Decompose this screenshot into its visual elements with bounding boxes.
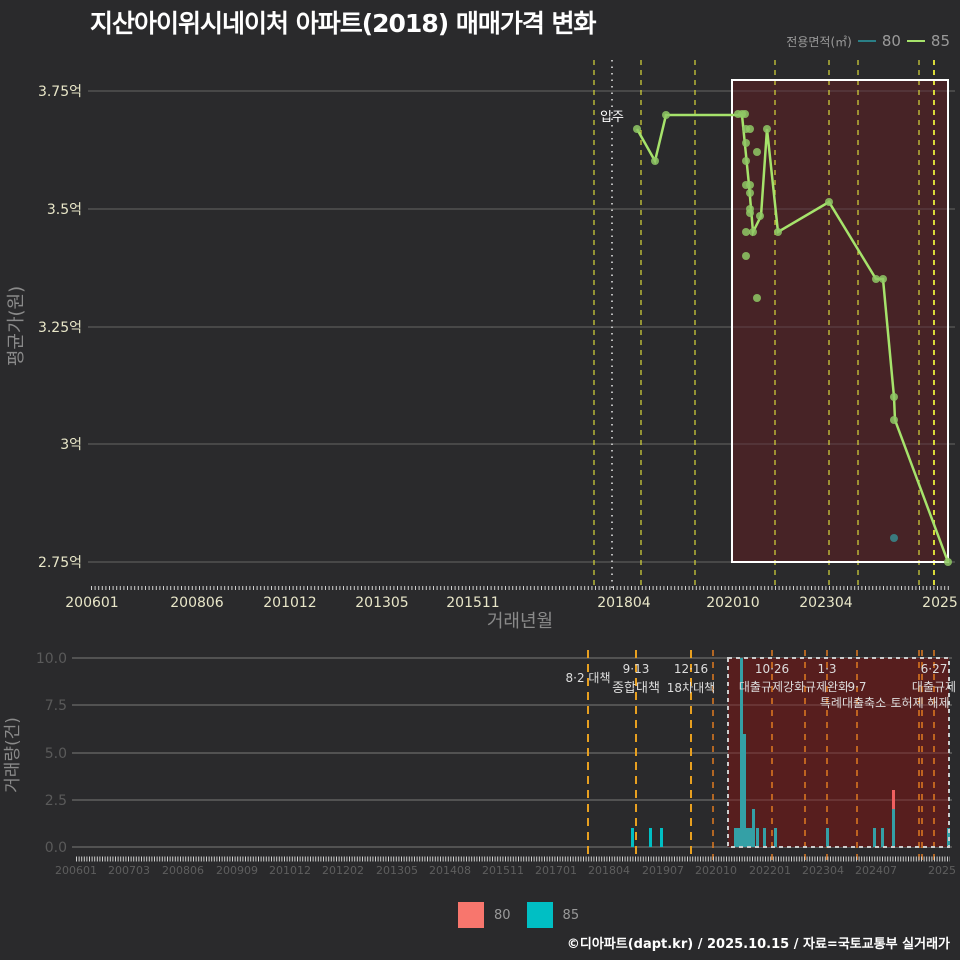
highlight-region	[732, 80, 948, 562]
legend-line-85-icon	[906, 40, 925, 42]
upper-y-label: 평균가(원)	[6, 286, 27, 366]
x-tick: 200601	[55, 864, 97, 877]
x-tick: 202407	[855, 864, 897, 877]
y-tick: 2.5	[45, 793, 67, 809]
x-tick: 202201	[749, 864, 791, 877]
annotation-9-7-label: 특례대출축소	[820, 696, 886, 710]
lower-y-axis: 10.0 7.5 5.0 2.5 0.0	[36, 651, 67, 856]
legend-bottom-label-80: 80	[494, 907, 511, 923]
x-tick: 201408	[429, 864, 471, 877]
y-tick: 3.5억	[47, 202, 82, 218]
y-tick: 3.75억	[38, 84, 82, 100]
annotation-10-26-date: 10·26	[755, 662, 789, 676]
annotation-1-3-label: 규제완화	[805, 680, 849, 694]
x-tick: 201511	[482, 864, 524, 877]
y-tick: 3억	[60, 437, 82, 453]
upper-x-axis: 200601 200806 201012 201305 201511 20180…	[65, 595, 958, 611]
legend-bottom-label-85: 85	[562, 907, 580, 923]
x-tick: 202010	[695, 864, 737, 877]
y-tick: 0.0	[45, 840, 67, 856]
annotation-8-2: 8·2 대책	[566, 670, 611, 685]
y-tick: 7.5	[45, 698, 67, 714]
x-tick: 201202	[322, 864, 364, 877]
upper-policy-lines	[593, 60, 935, 590]
annotation-9-13-date: 9·13	[623, 662, 650, 676]
chart-title: 지산아이위시네이처 아파트(2018) 매매가격 변화	[90, 9, 597, 38]
x-tick: 2025	[922, 595, 958, 611]
scatter-series-80	[890, 534, 898, 542]
move-in-label: 입주	[600, 110, 624, 125]
x-tick: 2025	[928, 864, 956, 877]
legend-label-85: 85	[930, 32, 950, 50]
lower-chart: 8·2 대책 9·13 종합대책 12·16 18차대책 10·26 대출규제강…	[3, 650, 956, 877]
annotation-1-3-date: 1·3	[817, 662, 836, 676]
x-tick: 201804	[597, 595, 651, 611]
bar-series-85	[631, 828, 663, 847]
legend-line-80-icon	[857, 40, 876, 42]
x-tick: 200806	[170, 595, 224, 611]
x-tick: 202304	[799, 595, 853, 611]
annotation-9-7-date: 9·7	[847, 680, 866, 694]
line-series-85	[635, 113, 950, 563]
annotation-12-16-date: 12·16	[674, 662, 708, 676]
legend-title: 전용면적(㎡)	[786, 34, 852, 49]
annotation-toheoje: 토허제 해제	[890, 696, 949, 710]
x-tick: 201305	[355, 595, 408, 611]
x-tick: 200601	[65, 595, 118, 611]
policy-annotations: 8·2 대책 9·13 종합대책 12·16 18차대책 10·26 대출규제강…	[566, 662, 957, 710]
x-tick: 201804	[588, 864, 630, 877]
x-tick: 200703	[108, 864, 150, 877]
lower-policy-lines	[587, 650, 692, 860]
x-tick: 202010	[706, 595, 759, 611]
annotation-9-13-label: 종합대책	[612, 681, 660, 696]
x-tick: 202304	[802, 864, 844, 877]
legend-label-80: 80	[881, 32, 901, 50]
bar-series-80	[892, 790, 895, 809]
upper-chart: 입주	[6, 60, 958, 632]
legend-area: 전용면적(㎡) 80 85	[786, 32, 950, 50]
y-tick: 2.75억	[38, 555, 82, 571]
x-tick: 201305	[376, 864, 418, 877]
legend-swatch-85-icon	[526, 902, 553, 928]
upper-y-axis: 3.75억 3.5억 3.25억 3억 2.75억	[38, 84, 82, 571]
y-tick: 5.0	[45, 746, 67, 762]
x-tick: 200909	[216, 864, 258, 877]
highlight-border	[731, 79, 949, 563]
x-tick: 201511	[446, 595, 499, 611]
lower-x-axis: 200601 200703 200806 200909 201012 20120…	[55, 864, 956, 877]
footer-credit: ©디아파트(dapt.kr) / 2025.10.15 / 자료=국토교통부 실…	[566, 937, 950, 952]
x-tick: 200806	[162, 864, 204, 877]
x-tick: 201012	[269, 864, 311, 877]
annotation-6-27-label: 대출규제	[912, 680, 956, 694]
annotation-10-26-label: 대출규제강화	[739, 680, 805, 694]
annotation-12-16-label: 18차대책	[667, 680, 715, 695]
x-tick: 201907	[642, 864, 684, 877]
bottom-legend: 80 85	[458, 902, 579, 928]
legend-swatch-80-icon	[458, 902, 484, 928]
y-tick: 10.0	[36, 651, 67, 667]
scatter-series-85	[633, 110, 952, 566]
y-tick: 3.25억	[38, 320, 82, 336]
upper-x-label: 거래년월	[487, 611, 553, 632]
x-tick: 201012	[263, 595, 316, 611]
annotation-6-27-date: 6·27	[921, 662, 948, 676]
lower-highlight-border	[727, 657, 950, 848]
lower-y-label: 거래량(건)	[3, 717, 23, 793]
x-tick: 201701	[535, 864, 577, 877]
